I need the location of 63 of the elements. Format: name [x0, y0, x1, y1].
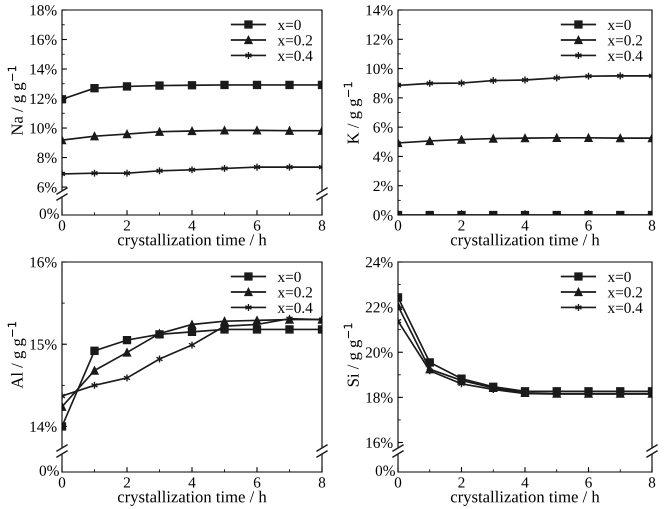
y-tick-label: 20% [366, 347, 393, 358]
y-tick-label: 4% [373, 152, 393, 162]
x-tick-label: 2 [458, 220, 464, 230]
y-axis-title: Na / g g$^{−1}$ [8, 66, 26, 136]
legend-label: x=0.2 [608, 35, 642, 46]
x-tick-label: 4 [521, 477, 529, 488]
y-tick-label: 18% [30, 5, 57, 16]
x-axis-title: crystallization time / h [450, 234, 600, 249]
x-tick-label: 0 [58, 220, 66, 231]
x-tick-label: 0 [58, 477, 66, 488]
legend-label: x=0.2 [278, 287, 312, 298]
legend-label: x=0 [278, 272, 301, 282]
y-tick-label: 8% [373, 93, 393, 104]
x-tick-label: 0 [394, 477, 402, 488]
y-tick-label: 2% [373, 180, 393, 192]
y-tick-label: 16% [30, 34, 57, 46]
legend-label: x=0 [608, 272, 631, 282]
y-tick-label: 14% [30, 64, 57, 75]
x-tick-label: 2 [124, 477, 130, 488]
y-tick-label: 6% [37, 182, 57, 193]
y-tick-label: 8% [37, 152, 57, 164]
y-tick-label: 10% [366, 64, 393, 74]
y-tick-label: 0% [373, 210, 393, 220]
y-tick-label: 14% [30, 422, 57, 432]
y-tick-label: 22% [366, 302, 393, 313]
legend-label: x=0.2 [608, 287, 642, 298]
y-axis-title: Al / g g$^{−1}$ [8, 322, 26, 389]
x-tick-label: 8 [648, 477, 656, 488]
y-tick-label: 24% [366, 257, 393, 268]
x-tick-label: 4 [521, 220, 529, 230]
x-axis-title: crystallization time / h [118, 490, 267, 506]
y-tick-label: 16% [366, 438, 393, 448]
y-tick-label: 12% [366, 34, 393, 45]
legend-label: x=0.2 [278, 35, 312, 46]
y-tick-label: 10% [30, 123, 57, 134]
legend-label: x=0.4 [278, 50, 313, 62]
x-tick-label: 8 [318, 220, 326, 231]
x-tick-label: 0 [394, 220, 402, 231]
x-tick-label: 6 [254, 477, 260, 488]
y-axis-title: K / g g$^{−1}$ [344, 82, 362, 144]
y-tick-label: 12% [30, 94, 57, 104]
x-tick-label: 6 [254, 220, 260, 231]
x-tick-label: 2 [124, 220, 130, 230]
legend-label: x=0.4 [278, 302, 313, 314]
legend-label: x=0.4 [608, 302, 643, 314]
x-tick-label: 8 [648, 220, 656, 231]
x-axis-title: crystallization time / h [118, 234, 267, 249]
x-tick-label: 4 [188, 477, 196, 488]
x-axis-title: crystallization time / h [450, 490, 600, 506]
y-tick-label: 18% [366, 392, 393, 403]
legend-label: x=0.4 [608, 50, 643, 62]
x-tick-label: 2 [458, 477, 464, 488]
x-tick-label: 4 [188, 220, 196, 230]
x-tick-label: 6 [585, 477, 592, 488]
y-tick-label: 6% [373, 122, 393, 133]
legend-label: x=0 [608, 20, 631, 30]
y-tick-label: 15% [30, 339, 57, 350]
legend-label: x=0 [278, 20, 301, 30]
y-tick-label: 14% [366, 5, 393, 16]
y-tick-label: 16% [30, 257, 57, 268]
x-tick-label: 6 [585, 220, 592, 231]
x-tick-label: 8 [318, 477, 326, 488]
y-axis-title: Si / g g$^{−1}$ [344, 323, 362, 386]
